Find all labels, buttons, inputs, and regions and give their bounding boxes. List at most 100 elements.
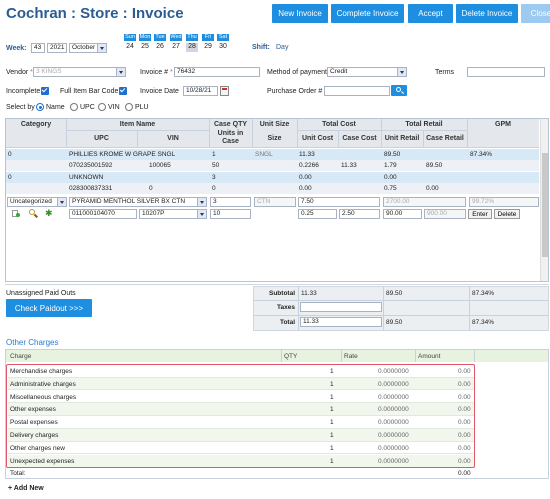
day-30[interactable]: 30 [219,43,227,50]
settings-gear-icon[interactable]: ✱ [45,208,53,218]
oc-header-rate: Rate [344,353,358,360]
charge-amount: 0.00 [458,380,471,388]
table-row[interactable] [6,149,539,160]
invoice-date-input[interactable]: 10/28/21 [183,86,218,96]
subtotal-cost: 11.33 [301,290,317,297]
charge-amount: 0.00 [458,419,471,427]
charge-name: Administrative charges [10,380,76,388]
charge-qty: 1 [330,368,334,375]
charge-row[interactable]: Merchandise charges 1 0.0000000 0.00 [8,365,474,378]
row1-case-retail: 89.50 [426,162,443,169]
day-28-selected[interactable]: 28 [186,43,198,52]
edit-vin-select[interactable]: 10207P [139,209,207,219]
delete-row-button[interactable]: Delete [494,209,520,219]
accept-button[interactable]: Accept [408,4,453,23]
check-paidout-button[interactable]: Check Paidout >>> [6,299,92,317]
total-retail: 89.50 [386,319,403,326]
day-name-tue: Tue [154,34,166,41]
add-new-link[interactable]: + Add New [8,485,44,492]
oc-header-qty: QTY [284,353,298,360]
year-input[interactable]: 2021 [47,43,67,53]
edit-total-cost-input[interactable]: 7.50 [298,197,380,207]
day-27[interactable]: 27 [172,43,180,50]
payment-select[interactable]: Credit [327,67,407,77]
day-26[interactable]: 26 [156,43,164,50]
select-by-vin-radio[interactable] [98,103,106,111]
calendar-icon[interactable] [220,86,229,96]
incomplete-checkbox[interactable] [41,87,49,95]
vendor-label: Vendor * [6,69,33,76]
enter-button[interactable]: Enter [468,209,492,219]
oc-header-amount: Amount [418,353,441,360]
edit-upc-input[interactable]: 011000104070 [69,209,137,219]
chevron-down-icon [57,198,66,206]
invoice-date-label: Invoice Date [140,88,179,95]
search-icon[interactable] [391,85,407,96]
header-vin: VIN [167,135,179,142]
vendor-select[interactable]: 3 KINGS [33,67,126,77]
header-case-retail: Case Retail [426,135,464,142]
day-29[interactable]: 29 [204,43,212,50]
add-item-icon[interactable] [12,209,20,217]
select-by-plu-radio[interactable] [125,103,133,111]
invoice-number-input[interactable]: 76432 [174,67,260,77]
row1-total-cost: 11.33 [299,151,315,158]
charge-rate: 0.0000000 [378,444,409,452]
edit-unit-retail-input[interactable]: 90.00 [383,209,422,219]
subtotal-gpm: 87.34% [472,290,495,297]
day-name-thu: Thu [186,34,198,41]
edit-case-qty-input[interactable]: 3 [210,197,251,207]
edit-unit-cost-input[interactable]: 0.25 [298,209,337,219]
new-invoice-button[interactable]: New Invoice [272,4,328,23]
charge-rate: 0.0000000 [378,419,409,427]
select-by-plu-label: PLU [135,104,149,111]
total-input[interactable]: 11.33 [300,317,382,327]
charge-row[interactable]: Delivery charges 1 0.0000000 0.00 [8,429,474,442]
edit-name-select[interactable]: PYRAMID MENTHOL SILVER BX CTN [69,197,207,207]
delete-invoice-button[interactable]: Delete Invoice [456,4,518,23]
charge-row[interactable]: Other expenses 1 0.0000000 0.00 [8,403,474,416]
full-barcode-label: Full Item Bar Code [60,88,119,95]
search-icon[interactable] [29,209,38,218]
select-by-upc-radio[interactable] [70,103,78,111]
edit-units-input[interactable]: 10 [210,209,251,219]
terms-input[interactable] [467,67,545,77]
charge-rate: 0.0000000 [378,432,409,439]
table-row-detail[interactable] [6,160,539,171]
full-barcode-checkbox[interactable] [119,87,127,95]
table-row[interactable] [6,172,539,183]
edit-category-select[interactable]: Uncategorized [7,197,67,207]
day-25[interactable]: 25 [141,43,149,50]
edit-total-retail: 2700.00 [383,197,466,207]
header-unit-retail: Unit Retail [384,135,420,142]
select-by-name-radio[interactable] [36,103,44,111]
complete-invoice-button[interactable]: Complete Invoice [331,4,404,23]
row1-gpm: 87.34% [470,151,493,158]
charge-row[interactable]: Unexpected expenses 1 0.0000000 0.00 [8,454,474,468]
payment-label: Method of payment [267,69,327,76]
row1-case-cost: 11.33 [341,162,357,169]
charge-name: Unexpected expenses [10,457,75,465]
month-select[interactable]: October [69,43,107,53]
day-24[interactable]: 24 [126,43,134,50]
taxes-input[interactable] [300,302,382,312]
charge-row[interactable]: Postal expenses 1 0.0000000 0.00 [8,416,474,429]
charge-row[interactable]: Miscellaneous charges 1 0.0000000 0.00 [8,390,474,404]
table-row-detail[interactable] [6,183,539,194]
close-button[interactable]: Close [521,4,550,23]
row1-category: 0 [8,151,12,158]
row2-case-qty: 3 [212,174,216,181]
purchase-order-input[interactable] [324,86,390,96]
week-number-input[interactable]: 43 [31,43,45,53]
grid-scrollbar[interactable] [540,119,548,281]
charge-qty: 1 [330,393,334,401]
charge-name: Delivery charges [10,432,59,439]
charge-amount: 0.00 [458,444,471,452]
header-unit-size: Unit Size [259,121,290,128]
oc-header-charge: Charge [10,353,32,360]
oc-total-value: 0.00 [458,470,471,477]
edit-case-cost-input[interactable]: 2.50 [339,209,380,219]
scrollbar-thumb[interactable] [542,153,548,257]
charge-row[interactable]: Administrative charges 1 0.0000000 0.00 [8,377,474,391]
charge-row[interactable]: Other charges new 1 0.0000000 0.00 [8,441,474,455]
